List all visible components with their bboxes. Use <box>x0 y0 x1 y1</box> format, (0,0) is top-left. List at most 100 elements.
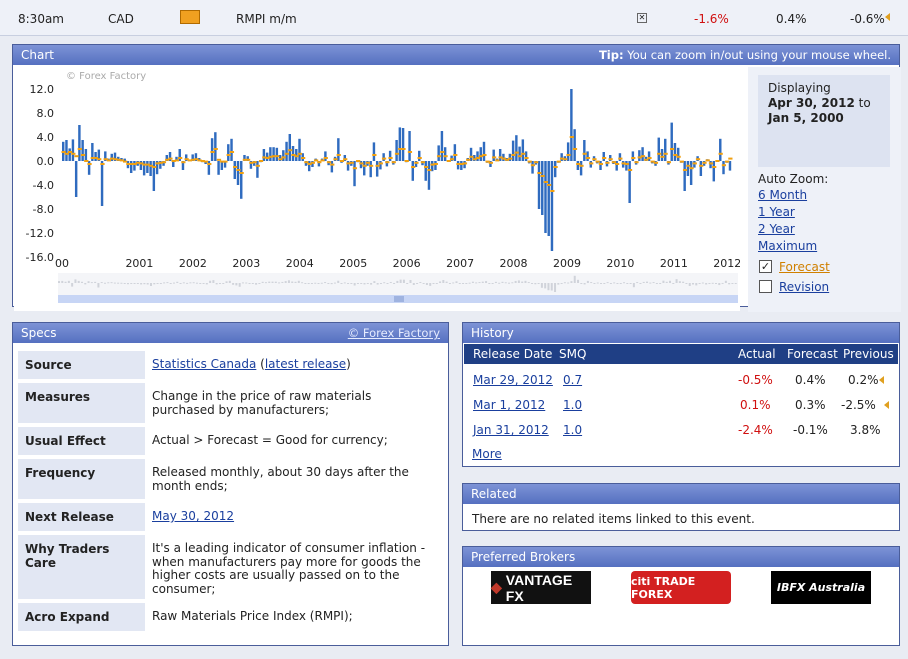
forecast-mark <box>569 136 574 138</box>
forecast-mark <box>427 169 432 171</box>
source-link[interactable]: Statistics Canada <box>152 357 257 371</box>
bar <box>618 153 622 161</box>
overview-bar <box>159 283 162 284</box>
forecast-mark <box>197 159 202 162</box>
overview-bar <box>471 281 474 283</box>
bar <box>175 156 178 161</box>
x-tick-label: 2007 <box>446 257 474 270</box>
revision-toggle-label[interactable]: Revision <box>779 280 830 294</box>
zoom-1-year[interactable]: 1 Year <box>758 205 795 219</box>
overview-bar <box>583 283 586 285</box>
bar <box>265 152 269 161</box>
brokers-header: Preferred Brokers <box>463 547 899 567</box>
bar <box>586 151 589 161</box>
overview-bar <box>71 283 74 287</box>
col-forecast: Forecast <box>787 347 838 361</box>
bar <box>155 161 159 175</box>
close-icon[interactable]: ✕ <box>637 13 647 23</box>
spec-row-source: Source Statistics Canada (latest release… <box>18 351 444 379</box>
overview-bar <box>399 279 402 283</box>
broker-ibfx-australia[interactable]: IBFX Australia <box>771 571 871 604</box>
overview-bar <box>675 279 678 283</box>
bar <box>129 161 133 173</box>
x-tick-label: 2003 <box>232 257 260 270</box>
forecast-toggle-label[interactable]: Forecast <box>779 260 830 274</box>
broker-citi-trade-forex[interactable]: citi TRADE FOREX <box>631 571 731 604</box>
history-more-link[interactable]: More <box>472 447 502 461</box>
x-tick-label: 2008 <box>500 257 528 270</box>
bar <box>165 155 169 161</box>
overview-bar <box>97 283 100 288</box>
bar <box>249 161 253 169</box>
forecast-mark <box>592 158 597 161</box>
zoom-maximum[interactable]: Maximum <box>758 239 818 253</box>
history-smq-link[interactable]: 1.0 <box>563 423 583 437</box>
forecast-mark <box>511 154 516 156</box>
col-previous: Previous <box>843 347 894 361</box>
bar <box>709 161 712 169</box>
bar <box>65 140 68 161</box>
event-row[interactable]: 8:30am CAD RMPI m/m ✕ -1.6% 0.4% -0.6% <box>0 0 908 36</box>
overview-bar <box>126 283 129 285</box>
overview-bar <box>228 280 231 283</box>
history-date-link[interactable]: Jan 31, 2012 <box>473 423 549 437</box>
forecast-checkbox[interactable]: ✓ <box>759 260 772 273</box>
zoom-6-month[interactable]: 6 Month <box>758 188 808 202</box>
specs-copyright[interactable]: © Forex Factory <box>347 326 440 340</box>
bar <box>324 151 327 161</box>
forecast-mark <box>705 159 710 162</box>
overview-bar <box>163 282 166 284</box>
overview-bar <box>642 281 645 283</box>
overview-bar <box>639 283 642 284</box>
overview-bar <box>140 283 143 285</box>
next-release-link[interactable]: May 30, 2012 <box>152 509 235 523</box>
forecast-mark <box>462 162 468 165</box>
forecast-mark <box>301 157 306 159</box>
bar <box>159 161 162 169</box>
bar <box>664 138 667 161</box>
overview-bar <box>606 282 609 284</box>
forecast-mark <box>504 158 510 161</box>
bar <box>236 161 240 185</box>
overview-bar <box>563 282 566 284</box>
revision-checkbox[interactable] <box>759 280 772 293</box>
forecast-mark <box>190 158 196 161</box>
overview-bar <box>652 282 655 284</box>
bar <box>411 161 415 181</box>
zoom-2-year[interactable]: 2 Year <box>758 222 795 236</box>
latest-release-link[interactable]: latest release <box>264 357 347 371</box>
overview-bar <box>291 281 294 283</box>
history-date-link[interactable]: Mar 29, 2012 <box>473 373 553 387</box>
col-actual: Actual <box>738 347 776 361</box>
specs-panel: Specs © Forex Factory Source Statistics … <box>12 322 449 646</box>
history-date-link[interactable]: Mar 1, 2012 <box>473 398 546 412</box>
event-title[interactable]: RMPI m/m <box>236 12 297 26</box>
chart-area[interactable]: © Forex Factory 12.0 8.0 4.0 0.0 -4.0 -8.0 -12.… <box>14 67 741 311</box>
forecast-mark <box>637 156 642 159</box>
related-header: Related <box>463 484 899 504</box>
overview-bar <box>731 283 734 284</box>
forecast-mark <box>517 155 523 158</box>
forecast-mark <box>236 169 241 171</box>
overview-bar <box>435 283 438 284</box>
history-smq-link[interactable]: 1.0 <box>563 398 583 412</box>
forecast-mark <box>346 162 351 165</box>
overview-bar <box>133 283 136 284</box>
history-smq-link[interactable]: 0.7 <box>563 373 583 387</box>
broker-vantage-fx[interactable]: ◆ VANTAGE FX <box>491 571 591 604</box>
chart-svg[interactable]: © Forex Factory 12.0 8.0 4.0 0.0 -4.0 -8.0 -12.… <box>14 67 741 307</box>
bar <box>246 156 249 161</box>
overview-bar <box>593 283 596 284</box>
overview-bar <box>655 283 658 284</box>
x-tick-label: 2010 <box>606 257 634 270</box>
overview-bar <box>304 283 307 284</box>
overview-bar <box>560 283 563 284</box>
bar <box>146 161 149 173</box>
bar <box>625 161 628 171</box>
bar <box>94 152 97 161</box>
forecast-mark <box>673 154 678 156</box>
x-tick-label: 2001 <box>125 257 153 270</box>
bar <box>553 161 557 178</box>
overview-bar <box>669 280 672 283</box>
forecast-mark <box>501 157 506 160</box>
